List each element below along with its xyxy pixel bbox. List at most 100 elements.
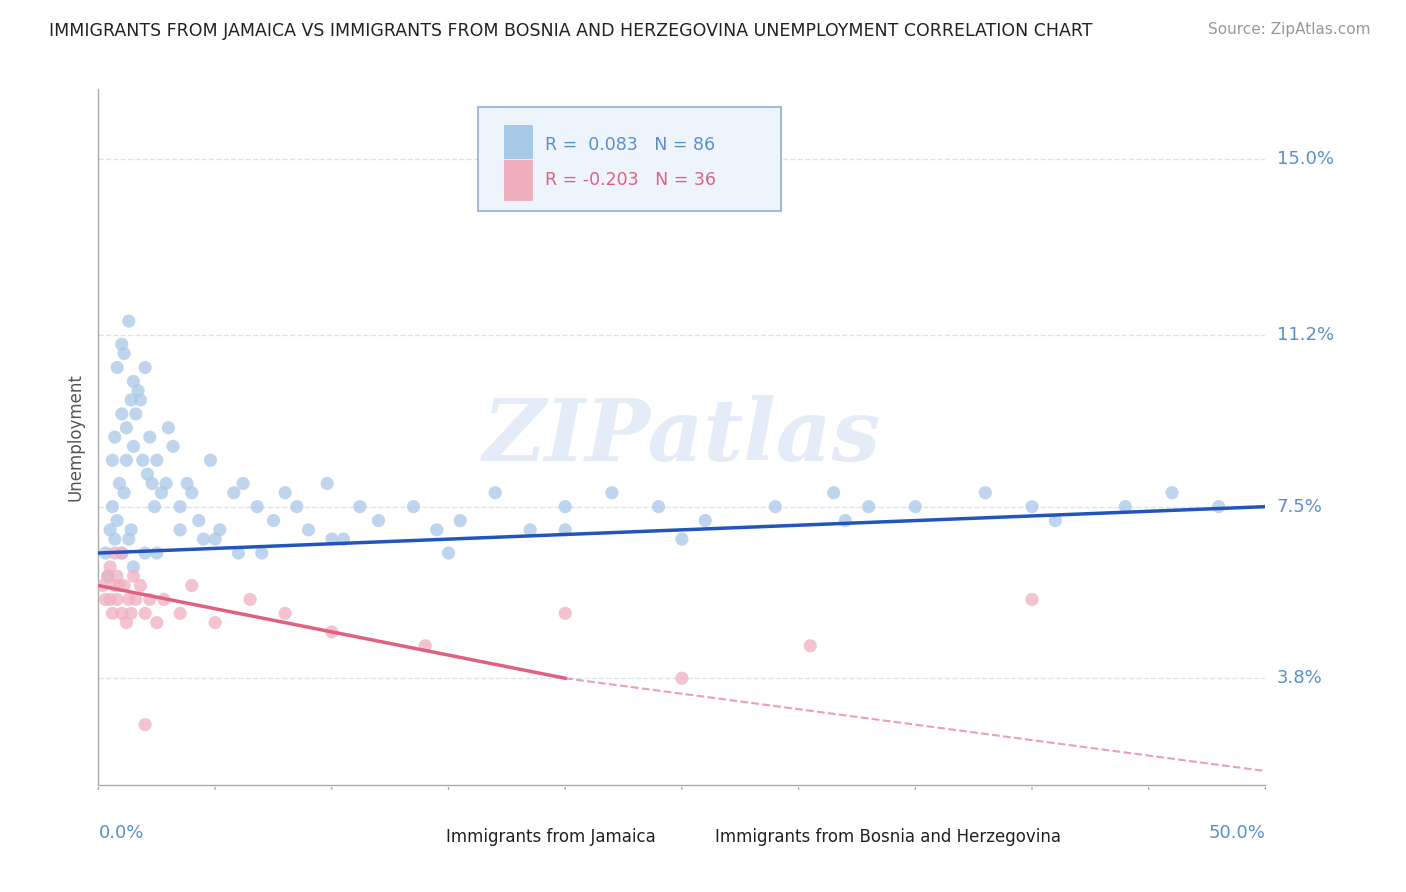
Point <box>129 392 152 407</box>
Point <box>169 500 191 514</box>
Text: IMMIGRANTS FROM JAMAICA VS IMMIGRANTS FROM BOSNIA AND HERZEGOVINA UNEMPLOYMENT C: IMMIGRANTS FROM JAMAICA VS IMMIGRANTS FR… <box>49 22 1092 40</box>
Point <box>285 500 308 514</box>
Point <box>1021 500 1043 514</box>
Point <box>554 500 576 514</box>
Point <box>162 439 184 453</box>
Point <box>139 592 162 607</box>
Point <box>176 476 198 491</box>
Text: Immigrants from Jamaica: Immigrants from Jamaica <box>446 828 657 847</box>
Text: 7.5%: 7.5% <box>1277 498 1323 516</box>
Point <box>104 532 127 546</box>
Point <box>1208 500 1230 514</box>
Point <box>94 592 117 607</box>
Point <box>91 578 114 592</box>
Point <box>204 532 226 546</box>
Point <box>671 671 693 685</box>
Point <box>321 624 343 639</box>
Point <box>118 532 141 546</box>
Point <box>823 485 845 500</box>
Text: ZIPatlas: ZIPatlas <box>482 395 882 479</box>
Point <box>274 607 297 621</box>
Point <box>208 523 231 537</box>
Point <box>122 439 145 453</box>
Point <box>554 607 576 621</box>
Point <box>125 407 148 421</box>
Point <box>647 500 669 514</box>
Text: Source: ZipAtlas.com: Source: ZipAtlas.com <box>1208 22 1371 37</box>
Point <box>120 523 142 537</box>
Y-axis label: Unemployment: Unemployment <box>66 373 84 501</box>
Point <box>232 476 254 491</box>
Point <box>695 514 717 528</box>
Point <box>115 453 138 467</box>
Point <box>146 546 169 560</box>
Point <box>108 476 131 491</box>
Text: 3.8%: 3.8% <box>1277 669 1322 687</box>
Point <box>554 523 576 537</box>
Point <box>1045 514 1067 528</box>
Point <box>155 476 177 491</box>
Text: 0.0%: 0.0% <box>98 824 143 842</box>
Point <box>904 500 927 514</box>
Bar <box>503 124 533 166</box>
Point <box>274 485 297 500</box>
Point <box>763 500 786 514</box>
Point <box>239 592 262 607</box>
Point <box>426 523 449 537</box>
Point <box>112 578 135 592</box>
Point <box>97 569 120 583</box>
Point <box>122 560 145 574</box>
Point <box>169 607 191 621</box>
FancyBboxPatch shape <box>478 106 782 211</box>
Point <box>200 453 222 467</box>
Point <box>127 384 149 398</box>
Point <box>152 592 174 607</box>
Point <box>120 392 142 407</box>
Point <box>115 421 138 435</box>
Point <box>118 314 141 328</box>
Point <box>413 639 436 653</box>
Point <box>671 532 693 546</box>
Point <box>228 546 250 560</box>
Point <box>141 476 163 491</box>
Point <box>180 578 202 592</box>
Point <box>129 578 152 592</box>
Text: 50.0%: 50.0% <box>1209 824 1265 842</box>
Point <box>143 500 166 514</box>
Point <box>332 532 354 546</box>
Point <box>484 485 506 500</box>
Point <box>297 523 319 537</box>
Point <box>105 592 128 607</box>
Point <box>118 592 141 607</box>
Point <box>246 500 269 514</box>
Point <box>112 485 135 500</box>
Point <box>519 523 541 537</box>
Point <box>120 607 142 621</box>
Point <box>321 532 343 546</box>
Point <box>111 407 134 421</box>
Point <box>112 346 135 360</box>
Point <box>108 578 131 592</box>
Point <box>150 485 173 500</box>
Point <box>146 453 169 467</box>
Point <box>104 430 127 444</box>
Point <box>104 578 127 592</box>
Point <box>105 360 128 375</box>
Point <box>125 592 148 607</box>
Point <box>1161 485 1184 500</box>
Point <box>98 560 121 574</box>
Point <box>122 569 145 583</box>
Point <box>600 485 623 500</box>
Point <box>222 485 245 500</box>
Point <box>98 523 121 537</box>
Point <box>349 500 371 514</box>
Point <box>134 360 156 375</box>
Point <box>449 514 471 528</box>
Bar <box>682 820 707 855</box>
Point <box>122 375 145 389</box>
Point <box>157 421 180 435</box>
Point <box>204 615 226 630</box>
Point <box>139 430 162 444</box>
Point <box>974 485 997 500</box>
Point <box>180 485 202 500</box>
